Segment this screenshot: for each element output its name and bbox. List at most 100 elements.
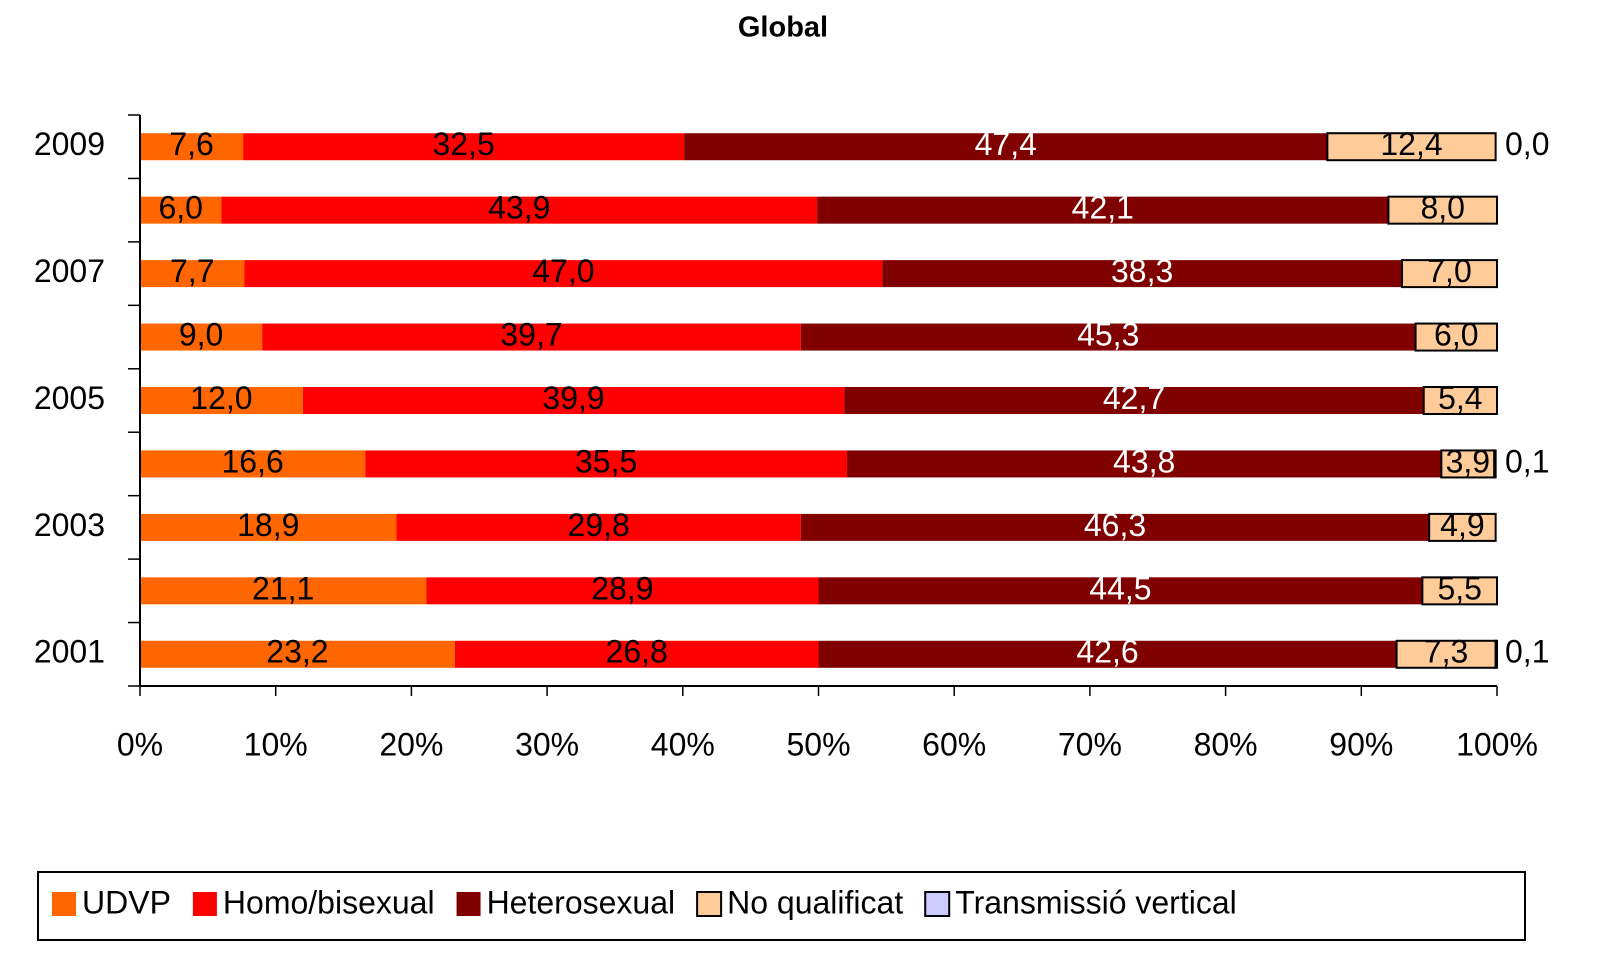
bar-segment [140, 387, 303, 414]
x-tick-label: 0% [117, 726, 163, 762]
data-label: 26,8 [606, 634, 668, 670]
data-label: 21,1 [252, 570, 314, 606]
bar-segment [1395, 639, 1497, 669]
bar-segment [1421, 576, 1498, 606]
legend-label: UDVP [82, 884, 171, 920]
bar-segment [454, 640, 819, 668]
x-tick-label: 10% [244, 726, 308, 762]
bar-segment [140, 260, 245, 288]
data-label: 47,0 [532, 253, 594, 289]
bar-segment [262, 323, 801, 351]
bar-segment [140, 196, 222, 224]
legend-label: Homo/bisexual [223, 884, 435, 920]
bar-segment [1387, 195, 1498, 225]
data-label: 0,0 [1505, 126, 1549, 162]
y-tick-label: 2009 [34, 126, 105, 162]
y-tick-label: 2001 [34, 634, 105, 670]
data-label: 39,7 [500, 317, 562, 353]
data-label: 47,4 [975, 126, 1037, 162]
data-label: 16,6 [221, 443, 283, 479]
data-label: 45,3 [1077, 317, 1139, 353]
x-tick-label: 100% [1456, 726, 1538, 762]
bar-segment [396, 513, 801, 541]
data-label: 4,9 [1440, 507, 1484, 543]
legend-swatch [456, 892, 481, 916]
x-tick-label: 30% [515, 726, 579, 762]
y-tick-label: 2007 [34, 253, 105, 289]
bar-segment [221, 196, 818, 224]
bar-segment [1428, 512, 1497, 542]
data-label: 7,3 [1424, 634, 1468, 670]
legend-swatch [192, 892, 217, 916]
bar-segment [1493, 449, 1497, 479]
data-label: 12,4 [1380, 126, 1442, 162]
data-label: 5,5 [1437, 570, 1481, 606]
bar-segment [140, 450, 366, 478]
x-tick-label: 50% [786, 726, 850, 762]
data-label: 12,0 [190, 380, 252, 416]
data-label: 43,9 [488, 190, 550, 226]
bar-segment [302, 387, 845, 414]
chart-title: Global [738, 12, 828, 44]
bar-segment [800, 323, 1416, 351]
bar-segment [684, 133, 1328, 161]
data-label: 23,2 [266, 634, 328, 670]
data-label: 8,0 [1420, 190, 1464, 226]
data-label: 7,0 [1427, 253, 1471, 289]
bar-segment [1414, 322, 1498, 352]
bar-segment [882, 260, 1403, 288]
legend-label: Heterosexual [487, 884, 676, 920]
bar-segment [844, 387, 1424, 414]
data-label: 46,3 [1084, 507, 1146, 543]
bar-segment [244, 260, 883, 288]
data-label: 35,5 [575, 443, 637, 479]
bar-segment [818, 577, 1423, 605]
bar-segment [818, 640, 1397, 668]
legend-label: Transmissió vertical [955, 884, 1237, 920]
data-label: 29,8 [568, 507, 630, 543]
data-label: 39,9 [542, 380, 604, 416]
data-label: 28,9 [591, 570, 653, 606]
bar-segment [800, 513, 1430, 541]
data-label: 7,6 [169, 126, 213, 162]
bar-segment [140, 513, 397, 541]
y-tick-label: 2003 [34, 507, 105, 543]
data-label: 38,3 [1111, 253, 1173, 289]
data-label: 0,1 [1505, 634, 1549, 670]
bar-segment [140, 577, 427, 605]
legend-swatch [52, 892, 76, 916]
x-tick-label: 40% [651, 726, 715, 762]
x-tick-label: 20% [379, 726, 443, 762]
bar-segment [140, 133, 244, 161]
data-label: 32,5 [433, 126, 495, 162]
bar-segment [1494, 639, 1498, 669]
bar-segment [140, 640, 455, 668]
bar-segment [140, 323, 263, 351]
bar-segment [365, 450, 847, 478]
data-label: 6,0 [158, 190, 202, 226]
bar-segment [426, 577, 819, 605]
data-label: 5,4 [1438, 380, 1482, 416]
bar-segment [1401, 259, 1499, 289]
data-label: 42,7 [1103, 380, 1165, 416]
bar-segment [243, 133, 685, 161]
bar-segment [1326, 132, 1497, 162]
legend-box [37, 871, 1526, 941]
bar-segment [846, 450, 1442, 478]
legend-label: No qualificat [727, 884, 903, 920]
y-tick-label: 2005 [34, 380, 105, 416]
legend-swatch [924, 891, 951, 917]
data-label: 44,5 [1089, 570, 1151, 606]
data-label: 18,9 [237, 507, 299, 543]
x-tick-label: 90% [1329, 726, 1393, 762]
data-label: 3,9 [1446, 443, 1490, 479]
bar-segment [1422, 386, 1499, 415]
data-label: 42,1 [1072, 190, 1134, 226]
x-tick-label: 60% [922, 726, 986, 762]
bar-segment [817, 196, 1389, 224]
data-label: 43,8 [1113, 443, 1175, 479]
data-label: 0,1 [1505, 443, 1549, 479]
x-tick-label: 70% [1058, 726, 1122, 762]
